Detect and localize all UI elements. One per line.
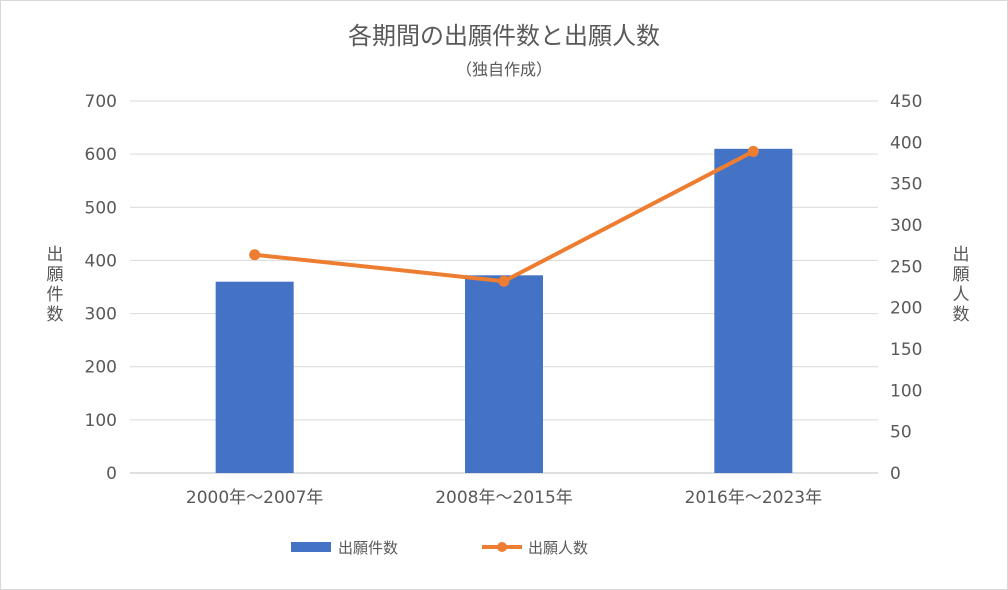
- left-axis-label-char: 件: [47, 285, 64, 305]
- legend: 出願件数 出願人数: [291, 539, 588, 557]
- right-axis-label-char: 願: [953, 265, 970, 285]
- category-axis-labels: 2000年～2007年 2008年～2015年 2016年～2023年: [186, 488, 822, 508]
- bar: [215, 281, 294, 473]
- line-point: [498, 275, 510, 287]
- right-tick-label: 250: [890, 257, 922, 277]
- chart-subtitle: （独自作成）: [456, 60, 552, 79]
- legend-line-marker: [497, 542, 507, 552]
- category-label: 2000年～2007年: [186, 488, 324, 508]
- left-tick-label: 500: [85, 198, 117, 218]
- line-point: [747, 145, 759, 157]
- legend-bar-swatch: [291, 542, 331, 552]
- right-tick-label: 150: [890, 340, 922, 360]
- line-point: [249, 249, 261, 261]
- right-tick-label: 400: [890, 133, 922, 153]
- right-axis-label-char: 数: [953, 305, 970, 325]
- right-tick-label: 450: [890, 92, 922, 112]
- chart-title: 各期間の出願件数と出願人数: [348, 22, 660, 50]
- legend-line-label: 出願人数: [528, 539, 588, 557]
- right-tick-label: 300: [890, 216, 922, 236]
- right-tick-label: 350: [890, 175, 922, 195]
- right-axis-ticks: 0 50 100 150 200 250 300 350 400 450: [890, 92, 922, 484]
- line-series: [249, 145, 759, 287]
- category-label: 2008年～2015年: [435, 488, 573, 508]
- bar: [714, 148, 793, 474]
- left-axis-label-char: 数: [47, 305, 64, 325]
- left-tick-label: 700: [85, 92, 117, 112]
- left-tick-label: 100: [85, 411, 117, 431]
- right-axis-label-char: 出: [953, 245, 970, 265]
- right-tick-label: 0: [890, 464, 901, 484]
- category-label: 2016年～2023年: [685, 488, 823, 508]
- bar-series: [215, 148, 793, 474]
- right-axis-label-char: 人: [953, 285, 970, 305]
- left-axis-ticks: 0 100 200 300 400 500 600 700: [85, 92, 117, 484]
- legend-bar-label: 出願件数: [338, 539, 398, 557]
- left-tick-label: 0: [106, 464, 117, 484]
- series-line: [254, 149, 755, 284]
- right-tick-label: 200: [890, 299, 922, 319]
- left-tick-label: 400: [85, 251, 117, 271]
- right-axis-label: 出願人数: [953, 245, 970, 325]
- left-axis-label: 出願件数: [47, 245, 64, 325]
- left-axis-label-char: 願: [47, 265, 64, 285]
- left-tick-label: 200: [85, 358, 117, 378]
- bar: [465, 275, 543, 473]
- left-tick-label: 600: [85, 145, 117, 165]
- right-tick-label: 100: [890, 381, 922, 401]
- left-tick-label: 300: [85, 305, 117, 325]
- right-tick-label: 50: [890, 423, 912, 443]
- left-axis-label-char: 出: [47, 245, 64, 265]
